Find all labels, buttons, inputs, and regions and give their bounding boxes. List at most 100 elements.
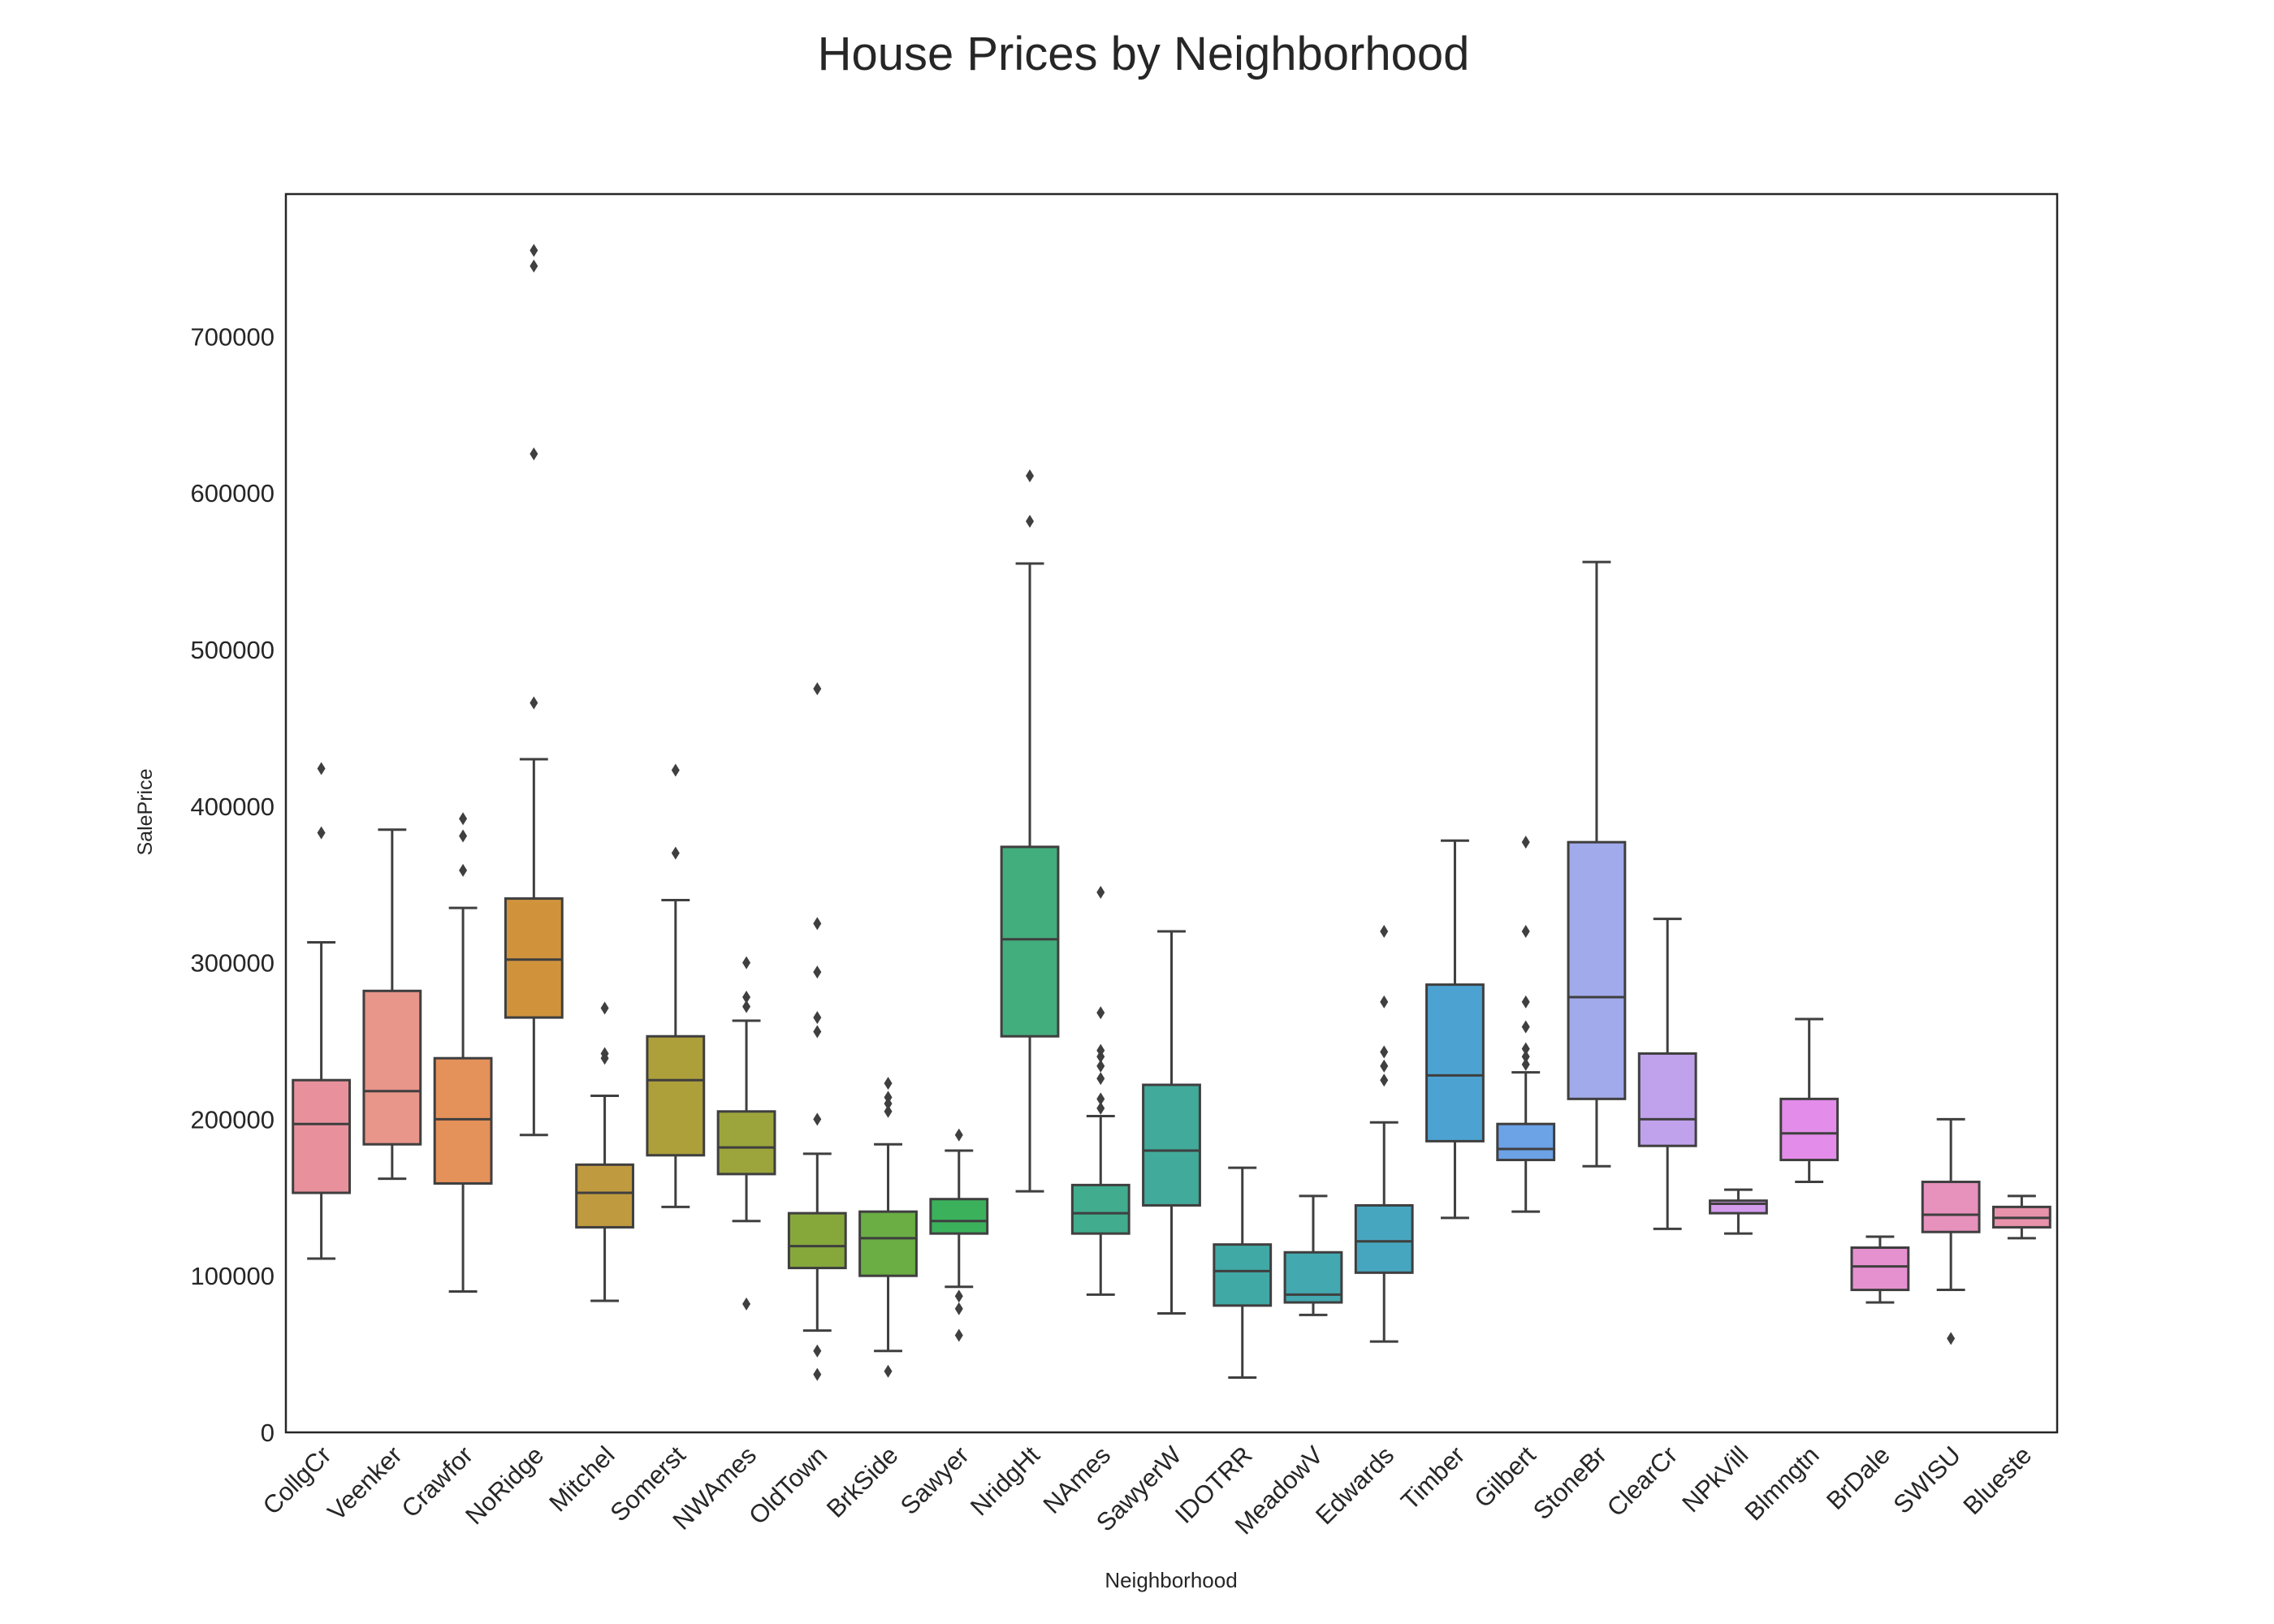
x-tick-label: ClearCr: [1602, 1440, 1683, 1522]
y-tick-label: 200000: [191, 1105, 275, 1134]
outlier-point: [1096, 1092, 1105, 1106]
outlier-point: [1380, 1045, 1389, 1059]
outlier-point: [459, 812, 468, 826]
outlier-point: [813, 1367, 822, 1381]
chart-title: House Prices by Neighborhood: [818, 28, 1470, 80]
box-NridgHt: [1000, 845, 1060, 1038]
y-tick-label: 500000: [191, 636, 275, 664]
outlier-point: [813, 917, 822, 931]
outlier-point: [1521, 925, 1530, 939]
box-BrDale: [1850, 1246, 1910, 1292]
outlier-point: [459, 863, 468, 877]
outlier-point: [1521, 1042, 1530, 1056]
outlier-point: [1380, 995, 1389, 1009]
box-Somerst: [646, 1034, 706, 1157]
y-tick-label: 600000: [191, 479, 275, 508]
outlier-point: [813, 965, 822, 979]
box-Sawyer: [929, 1198, 989, 1235]
outlier-point: [813, 1344, 822, 1358]
outlier-point: [1096, 1043, 1105, 1057]
outlier-point: [884, 1364, 893, 1378]
outlier-point: [884, 1104, 893, 1118]
outlier-point: [1521, 995, 1530, 1009]
outlier-point: [1521, 1057, 1530, 1071]
outlier-point: [742, 991, 751, 1004]
plot-marks: 0 100000 200000 300000 400000 500000 600000 700…: [191, 244, 2051, 1540]
outlier-point: [530, 259, 538, 273]
outlier-point: [742, 1000, 751, 1013]
outlier-point: [742, 1297, 751, 1311]
outlier-point: [1521, 1050, 1530, 1064]
outlier-point: [813, 1025, 822, 1039]
outlier-point: [954, 1128, 963, 1142]
outlier-point: [1096, 1006, 1105, 1020]
outlier-point: [600, 1001, 609, 1015]
outlier-point: [671, 763, 680, 777]
box-Gilbert: [1496, 1122, 1556, 1162]
y-tick-label: 0: [261, 1419, 275, 1447]
x-tick-label: NoRidge: [460, 1440, 549, 1530]
outlier-point: [600, 1047, 609, 1060]
box-CollgCr: [292, 1078, 352, 1194]
outlier-point: [459, 829, 468, 843]
box-NAmes: [1070, 1183, 1131, 1235]
x-tick-label: NridgHt: [965, 1440, 1045, 1521]
box-Crawfor: [433, 1056, 493, 1185]
x-tick-label: StoneBr: [1528, 1440, 1612, 1525]
outlier-point: [1380, 1073, 1389, 1087]
outlier-point: [530, 696, 538, 710]
x-tick-label: OldTown: [743, 1440, 832, 1530]
y-tick-label: 300000: [191, 949, 275, 978]
box-Veenker: [362, 989, 422, 1146]
outlier-point: [1096, 1101, 1105, 1115]
outlier-point: [954, 1328, 963, 1342]
x-tick-label: BrDale: [1821, 1440, 1896, 1515]
outlier-point: [954, 1289, 963, 1303]
outlier-point: [1026, 514, 1035, 528]
y-axis-label: SalePrice: [134, 769, 157, 856]
outlier-point: [813, 1011, 822, 1025]
box-NPkVill: [1709, 1199, 1768, 1215]
box-Mitchel: [575, 1163, 634, 1229]
x-tick-label: Timber: [1395, 1440, 1470, 1515]
y-tick-label: 400000: [191, 793, 275, 821]
outlier-point: [1521, 1020, 1530, 1034]
outlier-point: [530, 244, 538, 257]
outlier-point: [1380, 1059, 1389, 1073]
x-tick-label: Sawyer: [895, 1440, 975, 1520]
box-Blmngtn: [1779, 1097, 1840, 1162]
plot-frame: [284, 192, 2059, 1434]
x-tick-label: Blmngtn: [1739, 1440, 1824, 1526]
box-SWISU: [1921, 1181, 1981, 1233]
box-SawyerW: [1142, 1083, 1201, 1207]
x-tick-label: Edwards: [1310, 1440, 1399, 1530]
y-tick-label: 100000: [191, 1262, 275, 1290]
outlier-point: [1380, 925, 1389, 939]
box-OldTown: [787, 1212, 847, 1270]
outlier-point: [317, 762, 326, 775]
outlier-point: [1026, 469, 1035, 483]
outlier-point: [884, 1091, 893, 1104]
outlier-point: [671, 846, 680, 860]
outlier-point: [1947, 1332, 1956, 1345]
x-tick-label: BrkSide: [821, 1440, 904, 1523]
outlier-point: [884, 1077, 893, 1091]
x-tick-label: SWISU: [1887, 1440, 1966, 1519]
box-StoneBr: [1567, 840, 1627, 1100]
box-BrkSide: [858, 1210, 918, 1277]
outlier-point: [1521, 836, 1530, 849]
box-ClearCr: [1637, 1052, 1697, 1147]
box-NoRidge: [504, 897, 564, 1019]
x-axis-label: Neighborhood: [1105, 1568, 1237, 1592]
outlier-point: [317, 826, 326, 840]
outlier-point: [1096, 1059, 1105, 1073]
outlier-point: [1096, 885, 1105, 899]
outlier-point: [813, 1112, 822, 1126]
y-tick-label: 700000: [191, 322, 275, 351]
outlier-point: [530, 447, 538, 461]
outlier-point: [742, 956, 751, 970]
box-IDOTRR: [1213, 1243, 1273, 1307]
x-tick-label: Blueste: [1957, 1440, 2037, 1520]
outlier-point: [813, 682, 822, 696]
